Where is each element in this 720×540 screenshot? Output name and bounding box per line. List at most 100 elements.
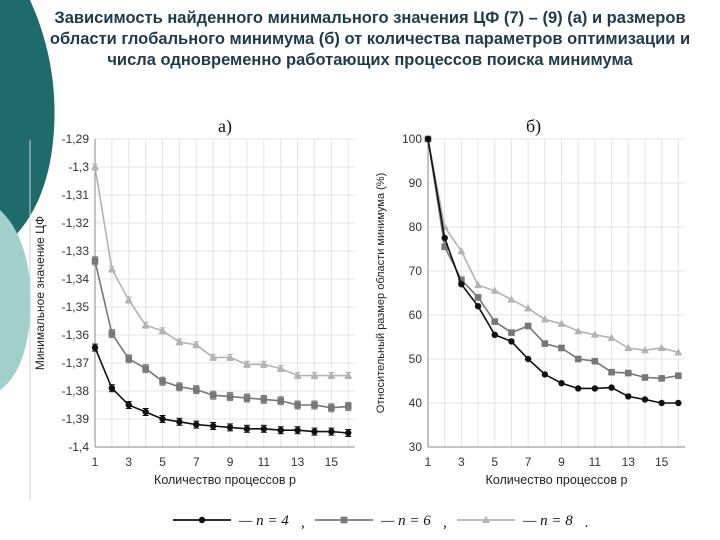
legend-marker [482, 515, 490, 523]
data-point [159, 377, 166, 385]
y-tick-label: 80 [409, 220, 423, 234]
data-point [658, 399, 665, 407]
y-tick-label: 30 [409, 440, 423, 454]
y-tick-label: -1,37 [62, 356, 90, 370]
series-line [94, 166, 349, 377]
data-point [491, 318, 499, 325]
data-point [424, 135, 432, 143]
series-line [427, 138, 679, 380]
x-axis-label: Количество процессов p [154, 473, 296, 487]
data-point [558, 344, 565, 352]
legend-item: — n = 8 [457, 513, 573, 529]
data-point [591, 385, 599, 392]
data-point [142, 408, 149, 416]
y-tick-label: -1,29 [62, 132, 90, 146]
data-point [574, 327, 583, 335]
y-tick-label: -1,3 [68, 160, 89, 174]
data-point [458, 281, 465, 288]
y-tick-label: -1,32 [62, 216, 90, 230]
y-tick-label: 100 [402, 132, 422, 146]
x-tick-label: 13 [291, 455, 305, 469]
series-n-4 [91, 343, 352, 437]
data-point [625, 393, 632, 400]
data-point [608, 368, 615, 376]
y-tick-label: -1,33 [62, 244, 90, 258]
legend: — n = 4, — n = 6, — n = 8. [173, 513, 589, 531]
slide-title: Зависимость найденного минимального знач… [49, 9, 691, 69]
y-tick-label: 40 [409, 396, 423, 410]
legend-separator: . [585, 515, 589, 531]
y-axis-label: Минимальное значение ЦФ [33, 216, 47, 370]
data-point [608, 384, 615, 391]
y-tick-label: 50 [409, 352, 423, 366]
data-point [159, 415, 166, 423]
data-point [541, 340, 549, 347]
data-point [474, 280, 483, 289]
x-tick-label: 7 [525, 455, 532, 469]
data-point [641, 374, 649, 381]
x-tick-label: 7 [193, 455, 200, 469]
data-point [294, 401, 301, 409]
x-tick-label: 3 [125, 455, 132, 469]
data-point [259, 360, 268, 368]
x-tick-label: 5 [159, 455, 166, 469]
data-point [327, 371, 336, 379]
data-point [524, 355, 532, 363]
data-point [192, 386, 200, 393]
data-point [141, 321, 150, 329]
x-tick-label: 9 [227, 455, 234, 469]
data-point [674, 348, 683, 356]
y-tick-label: -1,38 [62, 384, 90, 398]
data-point [243, 425, 251, 432]
data-point [276, 364, 285, 372]
data-point [591, 357, 599, 365]
data-point [142, 365, 149, 372]
legend-label: — n = 8 [522, 513, 573, 529]
data-point [590, 330, 599, 338]
data-point [624, 369, 632, 377]
x-tick-label: 15 [325, 455, 339, 469]
series-n-4 [424, 135, 682, 407]
legend-separator: , [443, 515, 447, 531]
data-point [328, 404, 335, 412]
data-point [107, 265, 116, 273]
data-point [260, 396, 268, 403]
data-point [607, 333, 616, 341]
series-line [94, 347, 349, 434]
legend-item: — n = 4 [173, 513, 289, 529]
legend-marker [198, 516, 206, 524]
chart-a: -1,29 -1,3 -1,31 -1,32 -1,33 -1,34 -1,35 -1,36 -… [33, 132, 355, 487]
data-point [675, 372, 682, 380]
data-point [458, 276, 465, 284]
x-tick-label: 13 [622, 455, 636, 469]
data-point [441, 234, 448, 242]
series-line [427, 138, 679, 354]
legend-item: — n = 6 [315, 513, 431, 529]
y-tick-label: -1,36 [62, 328, 90, 342]
data-point [491, 331, 498, 338]
x-tick-label: 15 [655, 455, 669, 469]
panel-label-a: а) [218, 116, 232, 136]
data-point [242, 360, 251, 368]
series-n-6 [424, 135, 682, 382]
x-tick-label: 1 [92, 455, 99, 469]
x-tick-label: 9 [558, 455, 565, 469]
data-point [125, 401, 132, 409]
data-point [294, 427, 301, 434]
legend-label: — n = 6 [380, 513, 431, 529]
legend-label: — n = 4 [238, 513, 289, 529]
data-point [540, 315, 549, 323]
data-point [91, 257, 99, 265]
data-point [243, 394, 251, 402]
data-point [260, 425, 268, 432]
series-line [427, 138, 679, 404]
x-tick-label: 11 [589, 455, 602, 469]
data-point [277, 397, 285, 405]
data-point [640, 346, 649, 354]
data-point [344, 403, 352, 410]
data-point [310, 371, 319, 379]
data-point [176, 418, 183, 425]
data-point [344, 371, 353, 379]
data-point [490, 286, 499, 294]
